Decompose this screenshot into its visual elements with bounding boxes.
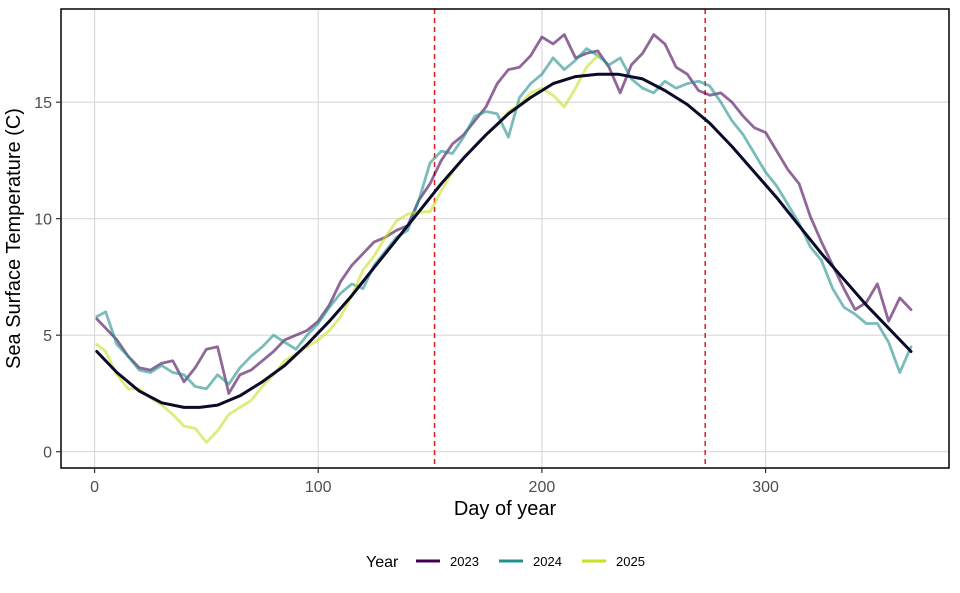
series-line-2023: [95, 33, 913, 395]
legend-label-2023: 2023: [450, 554, 479, 569]
y-tick-label: 10: [34, 212, 52, 229]
series-line-fit: [95, 72, 913, 409]
legend-label-2024: 2024: [533, 554, 562, 569]
y-tick-label: 0: [43, 445, 52, 462]
x-tick-label: 300: [752, 479, 779, 496]
y-tick-label: 5: [43, 328, 52, 345]
y-tick-label: 15: [34, 95, 52, 112]
y-axis-title: Sea Surface Temperature (C): [3, 108, 25, 369]
x-tick-label: 100: [305, 479, 332, 496]
plot-panel-border: [60, 8, 950, 469]
series-line-2024: [95, 47, 913, 391]
y-axis-ticks: 0 5 10 15: [34, 95, 61, 462]
x-axis-title: Day of year: [454, 498, 557, 520]
x-axis-ticks: 0 100 200 300: [90, 468, 779, 496]
legend-label-2025: 2025: [616, 554, 645, 569]
legend: Year 2023 2024 2025: [366, 554, 645, 571]
grid-lines: [61, 9, 949, 468]
series-lines: [95, 33, 913, 444]
x-tick-label: 0: [90, 479, 99, 496]
legend-title: Year: [366, 554, 399, 571]
x-tick-label: 200: [529, 479, 556, 496]
